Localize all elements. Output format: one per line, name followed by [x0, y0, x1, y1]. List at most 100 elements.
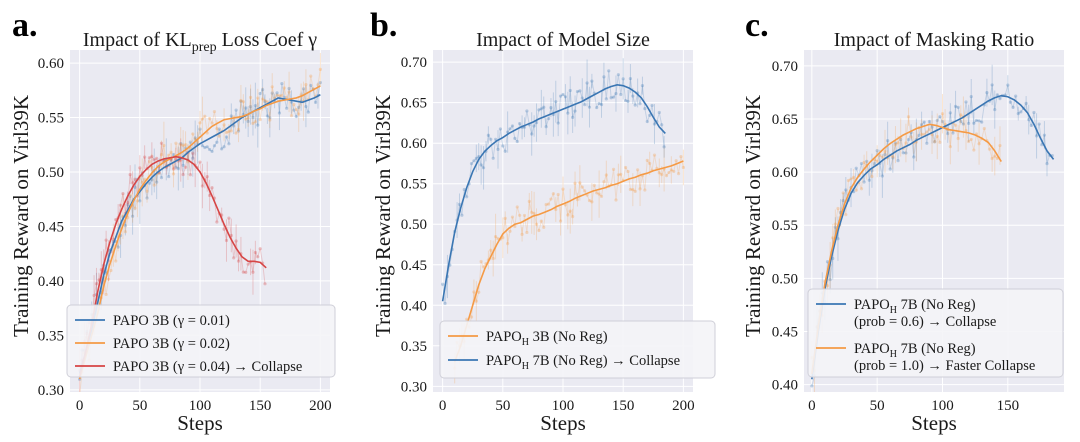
raw-point — [578, 181, 582, 185]
raw-point — [285, 96, 289, 100]
raw-point — [78, 394, 81, 397]
raw-point — [875, 149, 879, 153]
legend-frame — [807, 288, 1064, 378]
raw-point — [106, 277, 111, 281]
x-tick-label: 150 — [997, 398, 1020, 414]
raw-point — [256, 123, 260, 127]
raw-point — [472, 290, 476, 294]
raw-point — [253, 250, 257, 255]
raw-point — [205, 145, 209, 149]
series-line-3 — [78, 155, 267, 377]
x-tick-label: 0 — [76, 398, 84, 414]
y-tick-label: 0.60 — [772, 165, 798, 181]
raw-point — [171, 152, 176, 157]
raw-point — [833, 225, 837, 229]
raw-point — [292, 108, 296, 112]
raw-point — [294, 114, 298, 119]
raw-point — [522, 213, 527, 218]
raw-point — [222, 227, 226, 231]
raw-point — [935, 118, 939, 122]
raw-point — [906, 115, 911, 119]
raw-point — [1006, 83, 1010, 87]
raw-point — [277, 111, 282, 115]
raw-point — [126, 200, 130, 205]
raw-point — [215, 126, 219, 131]
raw-point — [292, 102, 296, 107]
raw-point — [987, 147, 992, 151]
raw-point — [508, 229, 512, 233]
raw-point — [676, 171, 681, 176]
raw-point — [1027, 118, 1031, 122]
raw-point — [925, 130, 929, 134]
raw-point — [870, 169, 874, 173]
raw-point — [121, 192, 125, 196]
raw-point — [891, 156, 895, 160]
raw-point — [116, 245, 120, 249]
raw-point — [525, 109, 529, 113]
raw-point — [681, 165, 685, 170]
raw-point — [539, 107, 543, 111]
raw-point — [268, 118, 272, 122]
raw-point — [602, 75, 606, 79]
raw-trace-1 — [811, 84, 1053, 387]
raw-point — [930, 125, 934, 129]
series-line-1 — [811, 94, 1055, 380]
legend-frame — [66, 304, 336, 378]
raw-point — [561, 187, 565, 191]
raw-point — [854, 166, 858, 170]
raw-point — [181, 143, 185, 148]
raw-point — [176, 166, 180, 171]
y-tick-label: 0.55 — [401, 177, 427, 193]
raw-point — [872, 161, 877, 166]
raw-point — [477, 290, 481, 294]
raw-point — [155, 156, 159, 160]
raw-point — [995, 93, 999, 97]
raw-point — [922, 132, 926, 136]
raw-point — [1034, 134, 1039, 138]
legend-label-1: PAPOH 7B (No Reg) — [854, 297, 976, 316]
panel-letter: c. — [745, 7, 769, 44]
raw-point — [587, 198, 592, 203]
raw-point — [318, 80, 322, 85]
raw-point — [551, 192, 555, 196]
raw-point — [990, 156, 994, 161]
title-text: Impact of Masking Ratio — [834, 29, 1035, 51]
raw-point — [239, 98, 243, 103]
x-tick-label: 150 — [612, 398, 635, 414]
raw-point — [638, 102, 642, 106]
raw-point — [188, 173, 192, 177]
raw-point — [546, 117, 551, 121]
y-tick-label: 0.60 — [38, 56, 64, 72]
raw-point — [621, 77, 625, 81]
raw-point — [179, 142, 183, 147]
raw-point — [998, 97, 1002, 101]
raw-point — [191, 156, 195, 160]
y-axis-label: Training Reward on Virl39K — [741, 95, 765, 337]
x-tick-label: 150 — [249, 398, 272, 414]
raw-point — [556, 192, 560, 197]
raw-point — [489, 248, 493, 252]
raw-point — [491, 256, 495, 261]
legend-label-rest: 7B (No Reg) → Collapse — [529, 353, 680, 369]
raw-point — [128, 172, 132, 177]
y-tick-label: 0.35 — [401, 339, 427, 355]
raw-point — [217, 127, 221, 131]
raw-point — [251, 121, 255, 125]
y-tick-label: 0.30 — [401, 379, 427, 395]
raw-point — [200, 144, 205, 148]
raw-point — [215, 140, 219, 144]
raw-point — [657, 171, 661, 175]
raw-point — [614, 198, 618, 202]
title-subscript: prep — [192, 40, 217, 55]
raw-point — [181, 163, 185, 167]
raw-point — [253, 120, 257, 124]
raw-point — [652, 122, 657, 126]
raw-point — [277, 94, 282, 98]
raw-point — [234, 131, 238, 135]
raw-point — [532, 211, 536, 215]
legend-label-subscript: H — [890, 349, 897, 360]
raw-point — [191, 132, 195, 136]
raw-point — [501, 144, 505, 148]
chart-title: Impact of KLprep Loss Coef γ — [83, 29, 317, 55]
raw-point — [489, 137, 493, 141]
